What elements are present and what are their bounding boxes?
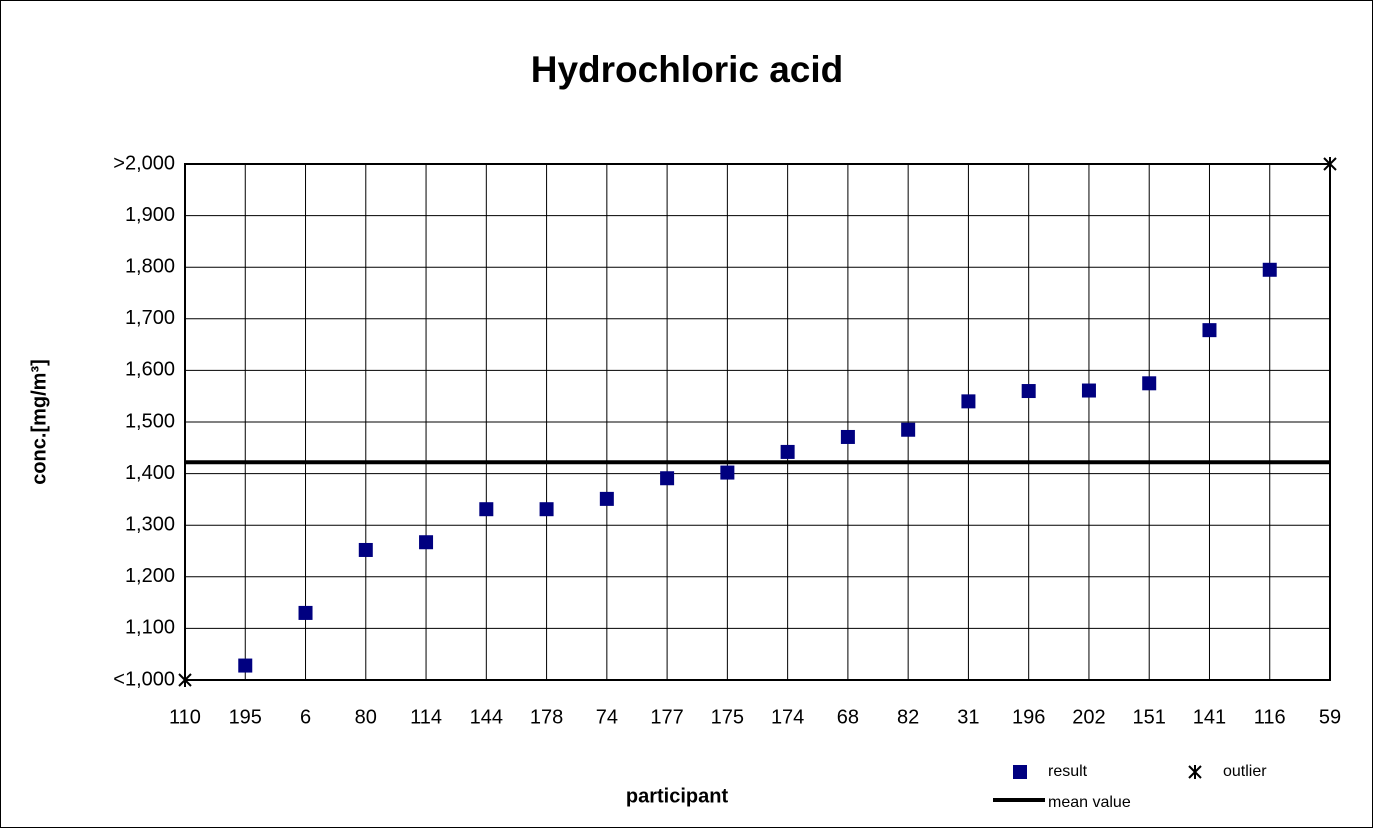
marker: [1323, 157, 1337, 171]
marker: [901, 422, 916, 437]
y-tick-label: 1,500: [125, 410, 175, 432]
x-tick-label: 175: [711, 706, 744, 728]
marker: [1202, 323, 1217, 338]
x-tick-label: 202: [1072, 706, 1105, 728]
x-tick-label: 68: [837, 706, 859, 728]
x-tick-label: 144: [470, 706, 503, 728]
marker: [1262, 262, 1277, 277]
legend-marker: [1013, 765, 1027, 779]
y-tick-label: >2,000: [113, 152, 175, 174]
y-tick-label: <1,000: [113, 668, 175, 690]
marker: [660, 471, 675, 486]
y-axis-title: conc.[mg/m³]: [28, 359, 50, 485]
marker: [961, 394, 976, 409]
marker: [720, 465, 735, 480]
x-tick-label: 74: [596, 706, 618, 728]
marker: [599, 491, 614, 506]
x-tick-label: 116: [1254, 706, 1286, 728]
x-tick-label: 82: [897, 706, 919, 728]
legend-marker: [1188, 765, 1202, 779]
marker: [1021, 384, 1036, 399]
plot-border: [184, 163, 1331, 681]
x-tick-label: 114: [410, 706, 442, 728]
legend-label: mean value: [1048, 794, 1131, 811]
y-tick-label: 1,400: [125, 462, 175, 484]
y-tick-label: 1,700: [125, 307, 175, 329]
x-tick-label: 151: [1133, 706, 1166, 728]
legend-label: outlier: [1223, 763, 1267, 780]
x-tick-label: 141: [1193, 706, 1226, 728]
marker: [840, 429, 855, 444]
x-tick-label: 80: [355, 706, 377, 728]
marker: [419, 535, 434, 550]
x-tick-label: 177: [650, 706, 683, 728]
marker: [479, 502, 494, 517]
marker: [1142, 376, 1157, 391]
y-tick-label: 1,100: [125, 617, 175, 639]
x-tick-label: 110: [169, 706, 201, 728]
marker: [178, 673, 192, 687]
x-axis-title: participant: [626, 785, 729, 807]
x-tick-label: 195: [229, 706, 262, 728]
marker: [1081, 383, 1096, 398]
legend-label: result: [1048, 763, 1088, 780]
x-tick-label: 59: [1319, 706, 1341, 728]
y-tick-label: 1,200: [125, 565, 175, 587]
x-tick-label: 31: [957, 706, 979, 728]
x-tick-label: 6: [300, 706, 311, 728]
y-tick-label: 1,600: [125, 359, 175, 381]
marker: [238, 658, 253, 673]
marker: [298, 605, 313, 620]
x-tick-label: 196: [1012, 706, 1045, 728]
x-tick-label: 178: [530, 706, 563, 728]
y-tick-label: 1,900: [125, 204, 175, 226]
marker: [358, 542, 373, 557]
y-tick-label: 1,300: [125, 513, 175, 535]
marker: [780, 444, 795, 459]
x-tick-label: 174: [771, 706, 804, 728]
chart-title: Hydrochloric acid: [531, 49, 844, 90]
marker: [539, 502, 554, 517]
y-tick-label: 1,800: [125, 255, 175, 277]
